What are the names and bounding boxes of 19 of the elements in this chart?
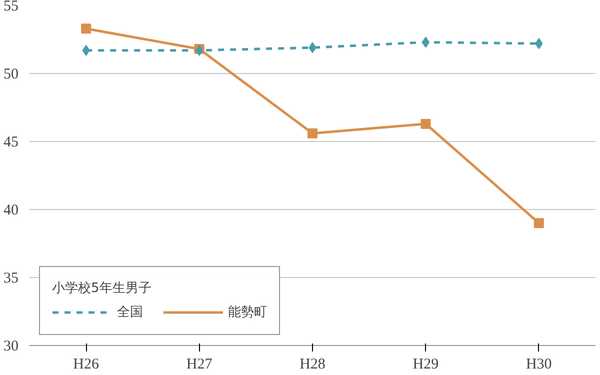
x-tick-label: H30 xyxy=(526,356,552,372)
x-tick-label: H29 xyxy=(412,356,439,372)
legend-title: 小学校5年生男子 xyxy=(52,280,152,297)
y-tick-label: 45 xyxy=(4,134,18,150)
point xyxy=(534,218,544,228)
point xyxy=(422,36,430,48)
point xyxy=(81,24,92,34)
legend-label: 全国 xyxy=(117,304,143,321)
point xyxy=(308,128,318,138)
y-tick-label: 50 xyxy=(4,66,18,82)
x-tick-label: H27 xyxy=(186,356,213,372)
x-tick-label: H26 xyxy=(73,356,100,372)
y-tick-label: 30 xyxy=(4,338,18,354)
y-tick-label: 55 xyxy=(4,0,18,14)
point xyxy=(420,118,431,129)
y-tick-label: 35 xyxy=(4,270,18,286)
x-tick-label: H28 xyxy=(300,356,326,372)
legend-label: 能勢町 xyxy=(228,304,267,321)
y-tick-label: 40 xyxy=(4,202,18,218)
